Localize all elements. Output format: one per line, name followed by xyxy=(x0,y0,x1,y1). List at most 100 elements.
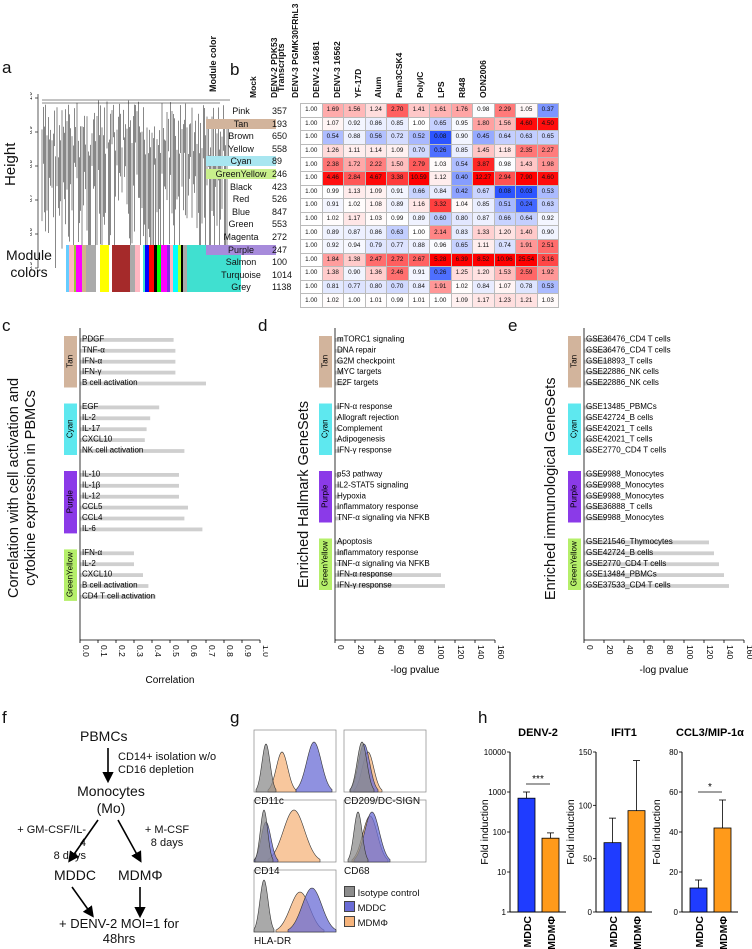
heatmap-cell: 1.00 xyxy=(300,266,323,281)
panel-e-bar-label: GSE42021_T cells xyxy=(586,435,653,444)
heatmap-cell: 2.38 xyxy=(321,157,344,172)
heatmap-cell: 1.07 xyxy=(493,279,516,295)
panel-h-chart-title: IFIT1 xyxy=(611,727,637,739)
panel-d-bar xyxy=(335,584,445,588)
marker-label-cd209: CD209/DC-SIGN xyxy=(344,796,421,807)
panel-c-bar xyxy=(80,573,143,577)
panel-c-bar xyxy=(80,494,179,499)
panel-c-bar xyxy=(80,473,179,477)
heatmap-cell: 0.91 xyxy=(386,184,409,200)
condition-header: Mock xyxy=(248,76,258,98)
panel-c-ylabel-line2: cytokine expression in PBMCs xyxy=(23,390,39,586)
heatmap-cell: 1.07 xyxy=(321,116,344,132)
transcript-count: 247 xyxy=(272,244,288,255)
heatmap-cell: 0.95 xyxy=(450,116,473,132)
panel-c-bar-label: CCL5 xyxy=(82,502,103,511)
heatmap-cell: 0.77 xyxy=(386,238,409,254)
heatmap-row: 1.00 0.92 0.94 0.79 0.77 0.88 0.96 0.65 1.11 0.74… xyxy=(300,238,559,254)
panel-e-xtick: 100 xyxy=(685,645,695,659)
heatmap-cell: 4.67 xyxy=(364,170,387,186)
panel-c-module-tag xyxy=(64,336,77,388)
panel-d-bar xyxy=(335,551,345,556)
histogram-curve xyxy=(295,741,333,793)
heatmap-cell: 0.66 xyxy=(407,184,430,200)
panel-e-bar xyxy=(584,370,609,375)
panel-h-bar xyxy=(541,837,560,913)
panel-e-bar xyxy=(584,473,606,477)
panel-d-xtick: 140 xyxy=(476,645,486,659)
panel-c-bar-label: PDGF xyxy=(82,335,104,344)
panel-e-bar-label: GSE13485_PBMCs xyxy=(586,402,657,411)
panel-d-bar-label: Complement xyxy=(337,424,383,433)
panel-e-bar-label: GSE42724_B cells xyxy=(586,548,653,557)
heatmap-cell: 1.00 xyxy=(300,116,323,132)
module-name: Magenta xyxy=(223,232,259,242)
mddc-label: MDDC xyxy=(54,867,96,883)
panel-e-bar-label: GSE37533_CD4 T cells xyxy=(586,581,671,590)
dendrogram-ytick: 0.8 xyxy=(30,160,34,168)
panel-e-xtick: 0 xyxy=(585,645,595,650)
module-color-header: Module color xyxy=(208,36,218,92)
heatmap-cell: 1.02 xyxy=(321,211,344,227)
heatmap-cell: 0.67 xyxy=(472,184,495,200)
panel-c-bar xyxy=(80,348,176,353)
panel-d-bar xyxy=(335,381,345,386)
panel-letter-b: b xyxy=(230,60,240,79)
histogram-curve xyxy=(349,741,375,793)
marker-label-cd11c: CD11c xyxy=(254,796,284,807)
heatmap-cell: 0.70 xyxy=(386,279,409,295)
heatmap-cell: 2.27 xyxy=(536,143,559,159)
heatmap-cell: 1.84 xyxy=(321,252,344,268)
heatmap-cell: 1.38 xyxy=(321,266,344,281)
heatmap-cell: 0.91 xyxy=(407,266,430,281)
heatmap-cell: 1.76 xyxy=(450,103,473,118)
heatmap-cell: 1.18 xyxy=(493,143,516,159)
panel-c-bar-label: IL-12 xyxy=(82,491,101,500)
panel-d-xtick: 0 xyxy=(336,645,346,650)
module-name: Salmon xyxy=(225,257,257,268)
heatmap-cell: 1.43 xyxy=(515,157,538,172)
heatmap-cell: 1.14 xyxy=(364,143,387,159)
histogram-legend: Isotype control MDDC MDMΦ xyxy=(344,886,419,931)
panel-d-bar-label: IFN-α response xyxy=(337,570,393,579)
panel-e-bar xyxy=(584,494,606,499)
heatmap-row: 1.00 1.69 1.56 1.24 2.70 1.41 1.61 1.76 0.98 2.29… xyxy=(300,103,559,118)
heatmap-row: 1.00 1.38 0.90 1.36 2.46 0.91 0.26 1.25 1.20 1.53… xyxy=(300,266,559,281)
panel-e-xtick: 80 xyxy=(665,645,675,655)
heatmap-cell: 0.53 xyxy=(536,184,559,200)
heatmap-cell: 1.00 xyxy=(407,225,430,240)
heatmap-table: 1.00 1.69 1.56 1.24 2.70 1.41 1.61 1.76 0.98 2.29… xyxy=(300,103,559,308)
heatmap-cell: 0.98 xyxy=(472,103,495,118)
dendrogram-ytick: 0.7 xyxy=(30,194,34,202)
panel-c-bar-label: IL-10 xyxy=(82,470,101,479)
panel-d-bar-label: E2F targets xyxy=(337,378,378,387)
panel-e-xlabel: -log pvalue xyxy=(640,665,689,676)
heatmap-cell: 1.23 xyxy=(493,293,516,308)
heatmap-cell: 1.09 xyxy=(364,184,387,200)
panel-c-bar xyxy=(80,584,149,588)
heatmap-cell: 2.94 xyxy=(493,170,516,186)
panel-d-bar xyxy=(335,483,340,488)
panel-c-bar-label: IL-6 xyxy=(82,524,96,533)
heatmap-cell: 1.00 xyxy=(300,130,323,145)
heatmap-cell: 0.63 xyxy=(515,130,538,145)
module-name: Grey xyxy=(231,282,251,293)
panel-h-category-label: MDDC xyxy=(522,916,534,948)
legend-isotype: Isotype control xyxy=(344,886,419,901)
heatmap-cell: 0.99 xyxy=(321,184,344,200)
panel-h-category-label: MDMΦ xyxy=(718,916,730,949)
isolation-line2: CD16 depletion xyxy=(118,764,194,776)
arrow-mono-to-mddc xyxy=(68,819,99,863)
panel-e-bar-label: GSE2770_CD4 T cells xyxy=(586,559,666,568)
heatmap-cell: 0.74 xyxy=(493,238,516,254)
panel-d-module-name: Purple xyxy=(321,484,330,508)
heatmap-cell: 0.90 xyxy=(450,130,473,145)
heatmap-cell: 3.87 xyxy=(472,157,495,172)
legend-swatch-mddc xyxy=(344,901,355,912)
heatmap-row: 1.00 1.07 0.92 0.86 0.85 1.00 0.65 0.95 1.80 1.56… xyxy=(300,116,559,132)
heatmap-cell: 1.00 xyxy=(300,238,323,254)
heatmap-cell: 0.60 xyxy=(429,211,452,227)
panel-d-bar-label: DNA repair xyxy=(337,345,376,354)
heatmap-cell: 1.00 xyxy=(300,198,323,213)
